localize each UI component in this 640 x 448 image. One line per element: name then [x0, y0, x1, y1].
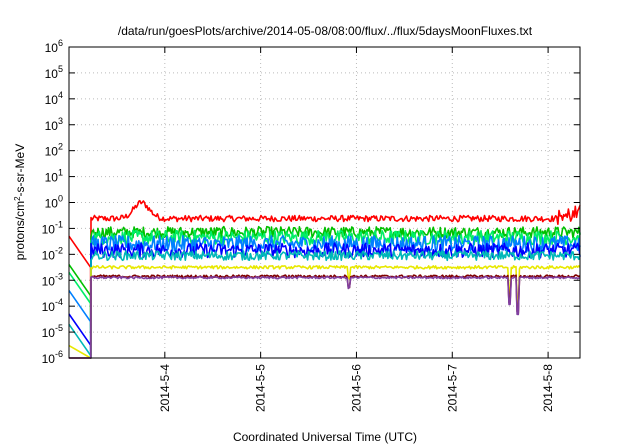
- x-axis-label: Coordinated Universal Time (UTC): [233, 430, 417, 444]
- y-tick-label: 105: [45, 64, 63, 81]
- y-axis-label: protons/cm2-s-sr-MeV: [13, 144, 28, 260]
- y-tick-label: 100: [45, 194, 63, 211]
- series-line: [68, 250, 581, 359]
- series-line: [68, 225, 581, 359]
- y-tick-label: 106: [45, 38, 63, 55]
- y-tick-label: 10-4: [42, 297, 63, 314]
- y-tick-label: 10-6: [42, 349, 63, 366]
- y-tick-label: 10-2: [42, 245, 63, 262]
- series-line: [69, 274, 581, 359]
- series-line: [68, 264, 581, 359]
- y-tick-label: 104: [45, 90, 63, 107]
- series-line: [69, 275, 581, 359]
- y-tick-label: 101: [45, 168, 63, 185]
- y-label-rest: -s-sr-MeV: [13, 144, 27, 197]
- series-line: [68, 200, 581, 359]
- y-axis: 106 105 104 103 102 101 100 10-1 10-2 10-3 10-4 10-…: [42, 38, 580, 366]
- y-tick-label: 102: [45, 142, 63, 159]
- chart-title: /data/run/goesPlots/archive/2014-05-08/0…: [118, 24, 533, 38]
- x-axis: 2014-5-4 2014-5-5 2014-5-6 2014-5-7 2014-5-8: [158, 47, 555, 412]
- x-tick-label: 2014-5-5: [254, 364, 268, 412]
- y-tick-label: 10-3: [42, 271, 63, 288]
- y-tick-label: 10-5: [42, 323, 63, 340]
- y-label-base: protons/cm: [13, 201, 27, 260]
- y-label-sup: 2: [13, 196, 22, 201]
- y-tick-label: 10-1: [42, 219, 63, 236]
- series-group: [68, 200, 581, 359]
- y-tick-label: 103: [45, 116, 63, 133]
- x-tick-label: 2014-5-4: [158, 364, 172, 412]
- x-tick-label: 2014-5-8: [541, 364, 555, 412]
- x-tick-label: 2014-5-6: [349, 364, 363, 412]
- grid: [69, 47, 580, 358]
- series-line: [68, 242, 581, 359]
- x-tick-label: 2014-5-7: [445, 364, 459, 412]
